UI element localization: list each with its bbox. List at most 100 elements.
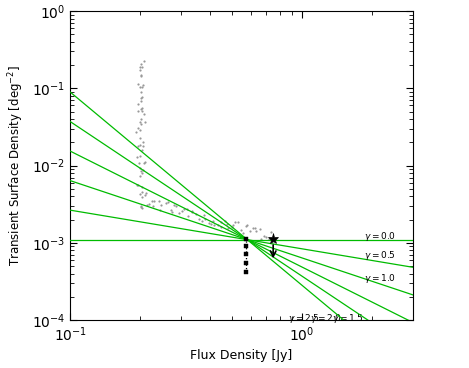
Point <box>149 198 156 204</box>
Point <box>242 223 250 229</box>
Point <box>136 153 144 159</box>
Point <box>137 61 145 67</box>
Point <box>198 218 205 224</box>
Point <box>138 205 145 211</box>
Point <box>180 206 188 212</box>
Text: $\gamma = 0.0$: $\gamma = 0.0$ <box>364 230 396 243</box>
Point <box>138 105 146 111</box>
Point <box>269 239 276 245</box>
Point <box>167 207 175 213</box>
Point <box>135 101 142 107</box>
Point <box>257 236 265 241</box>
Point <box>163 200 170 206</box>
Point <box>237 227 244 233</box>
Point <box>221 218 228 224</box>
Point <box>137 95 144 101</box>
Point <box>135 125 142 131</box>
Point <box>137 165 144 171</box>
Point <box>265 237 273 243</box>
Point <box>137 168 144 174</box>
Point <box>134 81 141 87</box>
Point <box>184 213 192 219</box>
Point <box>136 142 144 148</box>
Point <box>149 204 157 209</box>
Point <box>252 228 260 234</box>
Point <box>138 64 146 70</box>
Point <box>173 203 180 209</box>
Point <box>201 212 208 217</box>
Point <box>139 143 147 149</box>
Point <box>155 198 163 204</box>
Text: $\gamma = 2.0$: $\gamma = 2.0$ <box>310 312 342 325</box>
Text: $\gamma = 1.0$: $\gamma = 1.0$ <box>364 272 396 284</box>
Point <box>207 221 215 227</box>
Point <box>229 222 237 227</box>
Point <box>260 234 268 240</box>
Point <box>138 116 145 121</box>
Point <box>138 84 146 89</box>
Point <box>217 224 225 230</box>
Point <box>201 216 208 222</box>
Point <box>143 202 151 208</box>
Point <box>234 219 242 225</box>
Point <box>139 82 147 88</box>
Point <box>205 220 212 226</box>
Point <box>141 160 148 166</box>
Point <box>138 189 145 195</box>
Point <box>137 121 145 127</box>
Point <box>249 225 257 231</box>
Point <box>138 194 145 200</box>
Point <box>158 202 165 208</box>
Point <box>196 216 203 222</box>
Point <box>141 192 149 198</box>
Point <box>141 119 149 125</box>
Text: $\gamma = 1.5$: $\gamma = 1.5$ <box>333 312 364 325</box>
Point <box>134 183 142 188</box>
Point <box>137 204 144 210</box>
Point <box>135 160 143 166</box>
Point <box>228 224 235 230</box>
Point <box>188 209 196 215</box>
Point <box>142 190 149 196</box>
Point <box>139 139 147 145</box>
Point <box>225 225 232 231</box>
Point <box>151 198 158 204</box>
Point <box>251 225 258 231</box>
Point <box>256 226 263 232</box>
Point <box>192 211 200 217</box>
Point <box>183 206 190 212</box>
Point <box>136 135 144 141</box>
Point <box>211 222 218 228</box>
Text: $\gamma = 2.5$: $\gamma = 2.5$ <box>288 312 320 325</box>
Point <box>137 106 145 112</box>
Point <box>137 73 145 79</box>
Point <box>140 160 148 166</box>
Point <box>176 210 183 216</box>
Point <box>136 64 144 70</box>
Point <box>138 95 146 100</box>
Point <box>210 218 217 224</box>
Point <box>145 201 153 207</box>
Point <box>156 207 164 213</box>
Point <box>136 127 144 133</box>
Point <box>136 119 144 125</box>
Point <box>137 89 144 95</box>
Point <box>141 58 148 64</box>
Point <box>136 84 144 90</box>
Point <box>217 219 225 225</box>
Point <box>138 184 146 190</box>
Point <box>134 144 142 149</box>
Point <box>246 227 254 233</box>
Point <box>267 229 275 235</box>
Point <box>138 147 146 153</box>
Point <box>136 67 144 73</box>
Point <box>136 173 144 179</box>
Y-axis label: Transient Surface Density [deg$^{-2}$]: Transient Surface Density [deg$^{-2}$] <box>7 65 26 266</box>
Point <box>232 219 239 225</box>
Point <box>224 221 231 227</box>
Point <box>169 209 176 215</box>
Point <box>239 230 247 236</box>
Point <box>137 72 145 78</box>
Point <box>137 98 144 104</box>
Point <box>164 199 171 205</box>
